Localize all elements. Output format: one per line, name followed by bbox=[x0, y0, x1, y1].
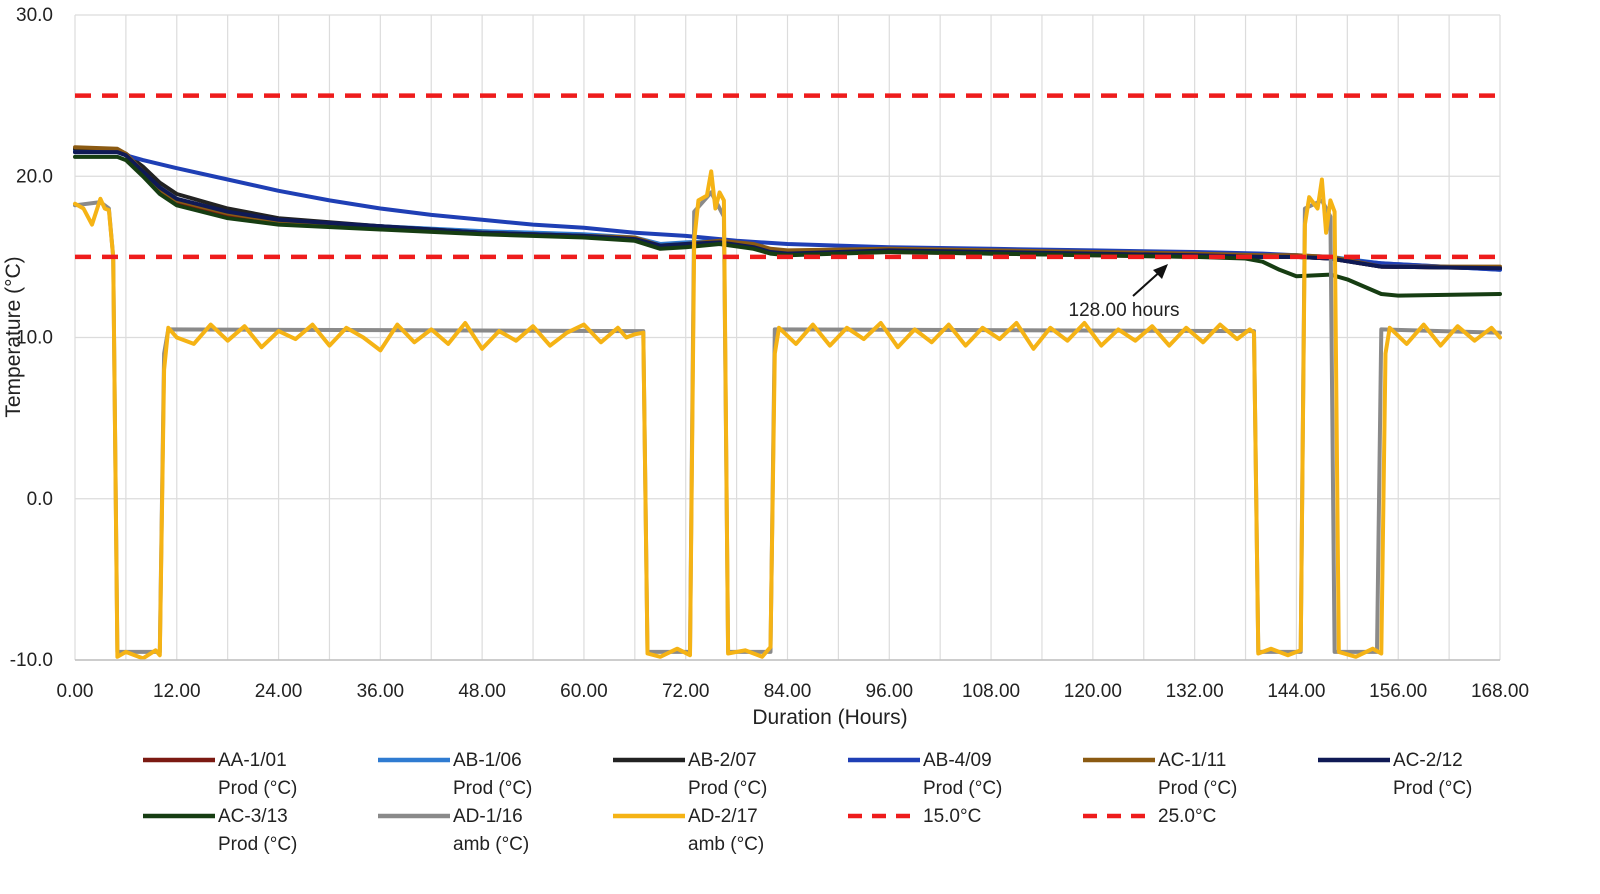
x-tick-label: 0.00 bbox=[57, 681, 94, 702]
annotation-arrowhead bbox=[1153, 264, 1168, 279]
legend-label: AC-3/13 bbox=[218, 806, 288, 827]
legend-label: 15.0°C bbox=[923, 806, 981, 827]
x-tick-label: 48.00 bbox=[458, 681, 506, 702]
series-line-ad-2-17 bbox=[73, 169, 1502, 661]
legend-unit: amb (°C) bbox=[688, 834, 764, 855]
x-tick-label: 36.00 bbox=[357, 681, 405, 702]
y-tick-label: 30.0 bbox=[16, 5, 53, 26]
legend-label: AC-1/11 bbox=[1158, 750, 1226, 771]
x-tick-label: 60.00 bbox=[560, 681, 608, 702]
legend-label: AB-4/09 bbox=[923, 750, 992, 771]
y-tick-label: 0.0 bbox=[27, 489, 53, 510]
x-tick-label: 12.00 bbox=[153, 681, 201, 702]
legend-label: AD-1/16 bbox=[453, 806, 523, 827]
legend-label: AB-2/07 bbox=[688, 750, 757, 771]
y-axis-title: Temperature (°C) bbox=[2, 256, 25, 417]
legend-entry: AB-4/09 Prod (°C) bbox=[848, 750, 1002, 799]
x-tick-label: 72.00 bbox=[662, 681, 710, 702]
series-line-ac-3-13 bbox=[73, 154, 1502, 298]
x-tick-label: 120.00 bbox=[1064, 681, 1122, 702]
x-tick-label: 156.00 bbox=[1369, 681, 1427, 702]
y-axis-ticks: -10.0 0.0 10.0 20.0 30.0 bbox=[10, 5, 53, 671]
legend-label: 25.0°C bbox=[1158, 806, 1216, 827]
x-tick-label: 168.00 bbox=[1471, 681, 1529, 702]
legend-label: AA-1/01 bbox=[218, 750, 287, 771]
legend-label: AD-2/17 bbox=[688, 806, 758, 827]
legend-entry: AA-1/01 Prod (°C) bbox=[143, 750, 297, 799]
legend-entry: 15.0°C bbox=[848, 806, 981, 827]
legend-entry: 25.0°C bbox=[1083, 806, 1216, 827]
y-tick-label: 20.0 bbox=[16, 166, 53, 187]
legend-unit: amb (°C) bbox=[453, 834, 529, 855]
x-tick-label: 132.00 bbox=[1166, 681, 1224, 702]
legend-entry: AD-1/16 amb (°C) bbox=[378, 806, 529, 855]
legend-entry: AB-2/07 Prod (°C) bbox=[613, 750, 767, 799]
legend-label: AB-1/06 bbox=[453, 750, 522, 771]
legend-entry: AD-2/17 amb (°C) bbox=[613, 806, 764, 855]
legend: AA-1/01 Prod (°C) AB-1/06 Prod (°C) AB-2/07 P… bbox=[143, 750, 1472, 855]
x-tick-label: 84.00 bbox=[764, 681, 812, 702]
legend-unit: Prod (°C) bbox=[923, 778, 1002, 799]
x-axis-ticks: 0.00 12.00 24.00 36.00 48.00 60.00 72.00 84.00 9… bbox=[57, 681, 1530, 702]
y-tick-label: -10.0 bbox=[10, 650, 53, 671]
legend-unit: Prod (°C) bbox=[1393, 778, 1472, 799]
x-tick-label: 96.00 bbox=[866, 681, 914, 702]
x-tick-label: 24.00 bbox=[255, 681, 303, 702]
legend-unit: Prod (°C) bbox=[218, 778, 297, 799]
series-lines bbox=[73, 93, 1502, 661]
legend-unit: Prod (°C) bbox=[1158, 778, 1237, 799]
legend-entry: AB-1/06 Prod (°C) bbox=[378, 750, 532, 799]
legend-entry: AC-1/11 Prod (°C) bbox=[1083, 750, 1237, 799]
annotation: 128.00 hours bbox=[1069, 264, 1180, 321]
x-tick-label: 108.00 bbox=[962, 681, 1020, 702]
legend-unit: Prod (°C) bbox=[453, 778, 532, 799]
legend-unit: Prod (°C) bbox=[688, 778, 767, 799]
annotation-label: 128.00 hours bbox=[1069, 300, 1180, 321]
x-tick-label: 144.00 bbox=[1267, 681, 1325, 702]
y-tick-label: 10.0 bbox=[16, 328, 53, 349]
legend-entry: AC-2/12 Prod (°C) bbox=[1318, 750, 1472, 799]
legend-unit: Prod (°C) bbox=[218, 834, 297, 855]
legend-entry: AC-3/13 Prod (°C) bbox=[143, 806, 297, 855]
legend-label: AC-2/12 bbox=[1393, 750, 1463, 771]
x-axis-title: Duration (Hours) bbox=[752, 706, 907, 729]
